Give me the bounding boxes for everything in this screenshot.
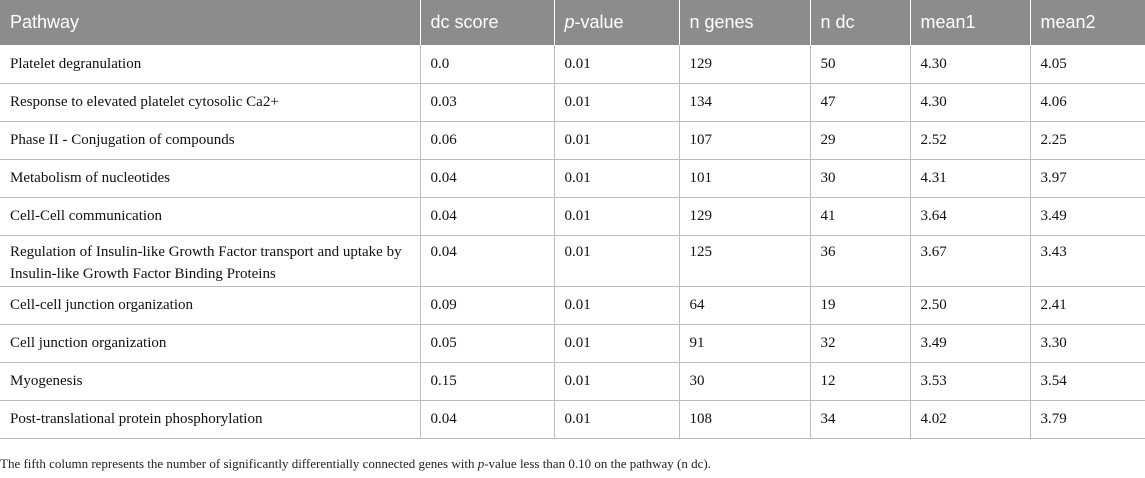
footnote-text-start: The fifth column represents the number o… [0,456,478,471]
cell-n-genes: 91 [679,324,811,363]
cell-n-dc: 41 [810,197,911,236]
cell-p-value: 0.01 [554,362,680,401]
table-row: Cell-cell junction organization 0.09 0.0… [0,286,1145,325]
cell-mean1: 3.49 [910,324,1031,363]
footnote-p-italic: p [477,456,485,471]
table-row: Cell junction organization 0.05 0.01 91 … [0,324,1145,363]
cell-pathway: Post-translational protein phosphorylati… [0,400,421,439]
cell-dc-score: 0.15 [420,362,555,401]
cell-n-dc: 50 [810,45,911,84]
cell-pathway: Cell-cell junction organization [0,286,421,325]
cell-dc-score: 0.04 [420,400,555,439]
cell-dc-score: 0.04 [420,235,555,287]
cell-dc-score: 0.06 [420,121,555,160]
cell-pathway: Phase II - Conjugation of compounds [0,121,421,160]
pathway-results-table: Pathway dc score p-value n genes n dc me… [0,0,1145,439]
cell-n-genes: 101 [679,159,811,198]
cell-n-dc: 29 [810,121,911,160]
cell-n-dc: 34 [810,400,911,439]
cell-n-genes: 134 [679,83,811,122]
table-row: Platelet degranulation 0.0 0.01 129 50 4… [0,45,1145,84]
header-n-dc: n dc [810,0,911,45]
cell-n-genes: 30 [679,362,811,401]
cell-n-dc: 36 [810,235,911,287]
header-p-value: p-value [554,0,680,45]
table-row: Cell-Cell communication 0.04 0.01 129 41… [0,197,1145,236]
cell-mean2: 2.25 [1030,121,1145,160]
cell-mean2: 3.97 [1030,159,1145,198]
cell-n-genes: 107 [679,121,811,160]
cell-p-value: 0.01 [554,324,680,363]
footnote-text-end: -value less than 0.10 on the pathway (n … [484,456,711,471]
table-row: Post-translational protein phosphorylati… [0,400,1145,439]
cell-dc-score: 0.05 [420,324,555,363]
cell-mean2: 3.30 [1030,324,1145,363]
cell-mean2: 2.41 [1030,286,1145,325]
cell-dc-score: 0.03 [420,83,555,122]
cell-mean2: 4.06 [1030,83,1145,122]
table-header-row: Pathway dc score p-value n genes n dc me… [0,0,1145,45]
cell-pathway: Response to elevated platelet cytosolic … [0,83,421,122]
cell-p-value: 0.01 [554,83,680,122]
cell-p-value: 0.01 [554,400,680,439]
table-footnote: The fifth column represents the number o… [0,456,711,472]
cell-p-value: 0.01 [554,45,680,84]
cell-n-genes: 108 [679,400,811,439]
header-n-genes: n genes [679,0,811,45]
cell-p-value: 0.01 [554,235,680,287]
cell-dc-score: 0.04 [420,159,555,198]
cell-mean2: 3.79 [1030,400,1145,439]
cell-dc-score: 0.04 [420,197,555,236]
cell-mean2: 3.49 [1030,197,1145,236]
table-row: Myogenesis 0.15 0.01 30 12 3.53 3.54 [0,362,1145,401]
cell-mean1: 4.02 [910,400,1031,439]
table-row: Regulation of Insulin-like Growth Factor… [0,235,1145,287]
results-table-container: Pathway dc score p-value n genes n dc me… [0,0,1145,439]
cell-p-value: 0.01 [554,121,680,160]
table-row: Phase II - Conjugation of compounds 0.06… [0,121,1145,160]
cell-mean2: 3.43 [1030,235,1145,287]
cell-mean1: 2.52 [910,121,1031,160]
cell-n-genes: 129 [679,45,811,84]
cell-pathway: Cell junction organization [0,324,421,363]
cell-pathway: Cell-Cell communication [0,197,421,236]
cell-dc-score: 0.09 [420,286,555,325]
cell-n-dc: 47 [810,83,911,122]
cell-n-dc: 32 [810,324,911,363]
cell-n-dc: 19 [810,286,911,325]
header-mean1: mean1 [910,0,1031,45]
cell-dc-score: 0.0 [420,45,555,84]
cell-mean1: 3.64 [910,197,1031,236]
header-pathway: Pathway [0,0,421,45]
header-dc-score: dc score [420,0,555,45]
cell-pathway: Myogenesis [0,362,421,401]
table-row: Metabolism of nucleotides 0.04 0.01 101 … [0,159,1145,198]
header-p-italic: p [564,12,575,32]
cell-n-genes: 64 [679,286,811,325]
cell-n-genes: 125 [679,235,811,287]
cell-n-dc: 30 [810,159,911,198]
cell-p-value: 0.01 [554,286,680,325]
cell-n-dc: 12 [810,362,911,401]
cell-mean1: 2.50 [910,286,1031,325]
cell-p-value: 0.01 [554,197,680,236]
cell-mean1: 4.30 [910,83,1031,122]
cell-mean2: 3.54 [1030,362,1145,401]
header-mean2: mean2 [1040,12,1096,32]
cell-p-value: 0.01 [554,159,680,198]
cell-mean1: 4.31 [910,159,1031,198]
cell-pathway: Platelet degranulation [0,45,421,84]
cell-mean1: 3.53 [910,362,1031,401]
cell-pathway: Metabolism of nucleotides [0,159,421,198]
table-row: Response to elevated platelet cytosolic … [0,83,1145,122]
header-p-rest: -value [574,12,624,32]
cell-mean1: 4.30 [910,45,1031,84]
cell-pathway: Regulation of Insulin-like Growth Factor… [0,235,421,287]
cell-mean1: 3.67 [910,235,1031,287]
cell-n-genes: 129 [679,197,811,236]
cell-mean2: 4.05 [1030,45,1145,84]
